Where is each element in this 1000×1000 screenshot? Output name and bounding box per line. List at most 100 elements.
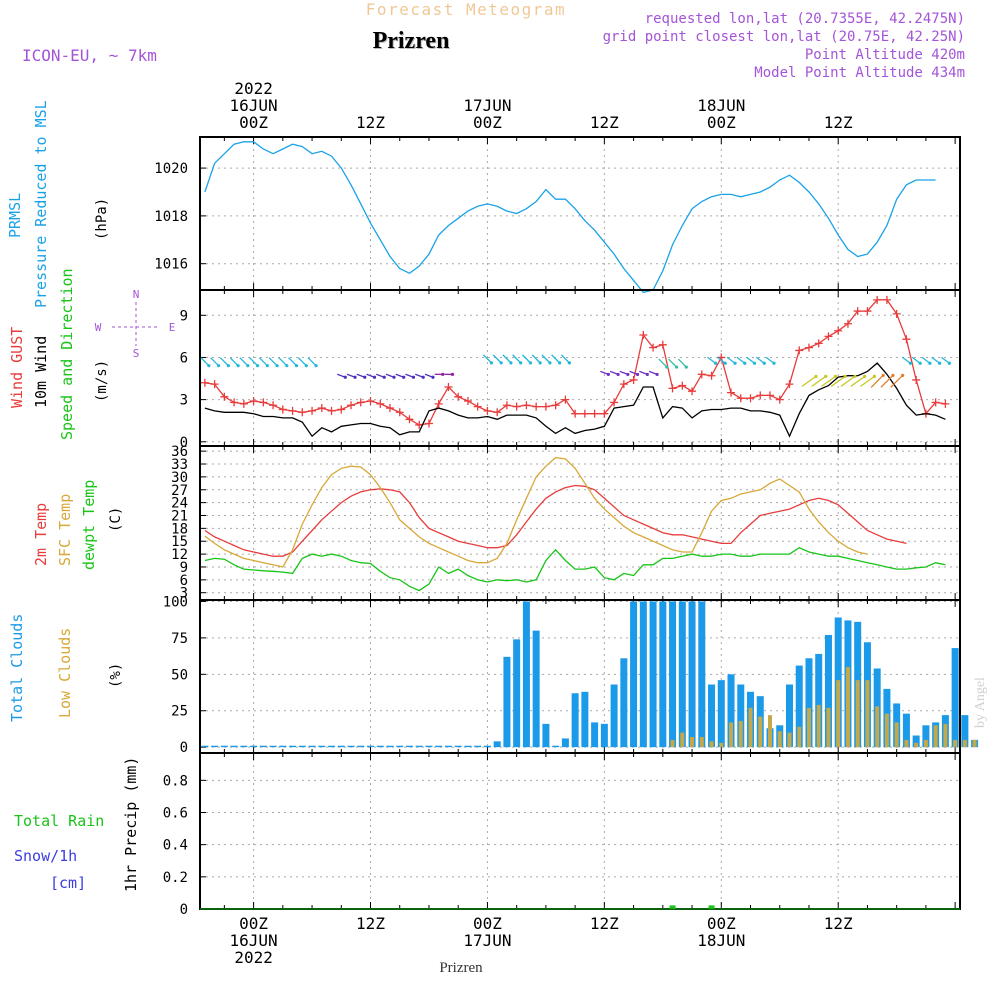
wind-arrow-shaft: [278, 357, 288, 367]
wind-arrow-head: [762, 361, 766, 365]
gust-marker: [756, 391, 765, 400]
ytick-label: 6: [180, 350, 188, 366]
gust-marker: [337, 405, 346, 414]
top-time-label: 2022: [234, 79, 273, 98]
low-clouds-bar: [972, 739, 977, 748]
wind-arrow-shaft: [755, 356, 765, 364]
wind-arrow-head: [674, 365, 679, 369]
wind-arrow-shaft: [200, 357, 210, 367]
wind-arrow-head: [489, 361, 494, 365]
gust-marker: [892, 309, 901, 318]
gust-marker: [619, 380, 628, 389]
model-altitude: Model Point Altitude 434m: [754, 65, 965, 81]
total-clouds-bar: [542, 723, 550, 748]
wind-arrow-head: [723, 361, 727, 365]
wind-arrow-head: [314, 364, 318, 368]
ytick-label: 6: [180, 573, 188, 589]
low-clouds-bar: [777, 731, 782, 748]
ylabel-line: Snow/1h: [14, 847, 77, 865]
total-clouds-bar: [415, 745, 423, 748]
total-clouds-bar: [669, 601, 677, 748]
panels: 1016 1018 1020 PRMSL Pressure Reduced to MSL…: [6, 100, 979, 918]
wind-arrow-head: [353, 375, 357, 379]
total-clouds-bar: [279, 745, 287, 748]
total-clouds-bar: [591, 722, 599, 748]
ytick-label: 75: [171, 631, 188, 647]
wind-arrow-head: [881, 373, 885, 377]
gust-marker: [902, 335, 911, 344]
gust-marker: [912, 375, 921, 384]
wind-arrow-shaft: [902, 356, 911, 364]
total-clouds-bar: [678, 601, 686, 748]
ylabel-line: [cm]: [50, 874, 86, 892]
low-clouds-bar: [894, 722, 899, 748]
total-clouds-bar: [405, 745, 413, 748]
total-clouds-bar: [815, 653, 823, 748]
top-time-label: 00Z: [707, 113, 736, 132]
wind-arrow-head: [772, 361, 776, 365]
top-time-label: 12Z: [590, 113, 619, 132]
low-clouds-bar: [914, 742, 919, 748]
top-time-label: 00Z: [239, 113, 268, 132]
ylabel-line: Total Rain: [14, 812, 104, 830]
gust-marker: [210, 380, 219, 389]
total-clouds-bar: [201, 745, 209, 748]
rain-bar: [708, 905, 715, 909]
total-clouds-bar: [581, 691, 589, 748]
total-clouds-bar: [240, 745, 248, 748]
compass-rose: N S W E: [95, 288, 176, 360]
low-clouds-bar: [680, 732, 685, 748]
unit-label: (%): [108, 663, 124, 688]
compass-w: W: [95, 321, 102, 334]
low-clouds-bar: [884, 713, 889, 748]
gust-marker: [736, 394, 745, 403]
gust-marker: [347, 401, 356, 410]
total-clouds-bar: [785, 684, 793, 748]
total-clouds-bar: [639, 601, 647, 748]
wind-arrow-shaft: [521, 354, 531, 364]
ylabel-line: Low Clouds: [56, 628, 74, 718]
total-clouds-bar: [386, 745, 394, 748]
wind-arrow-head: [713, 361, 718, 365]
wind-arrow-shaft: [677, 358, 687, 368]
wind-arrow-head: [891, 373, 895, 377]
gust-marker: [668, 384, 677, 393]
wind-arrow-head: [217, 364, 221, 368]
ytick-label: 30: [171, 470, 188, 486]
total-clouds-bar: [532, 630, 540, 748]
gust-marker: [863, 307, 872, 316]
wind-arrow-head: [635, 372, 640, 377]
gust-marker: [766, 391, 774, 400]
total-clouds-bar: [289, 745, 297, 748]
wind-arrow-shaft: [258, 357, 268, 367]
gust-marker: [688, 387, 697, 396]
low-clouds-bar: [748, 707, 753, 748]
gust-marker: [746, 394, 755, 403]
total-clouds-bar: [444, 745, 452, 748]
wind-arrow-head: [872, 374, 877, 378]
grid-point-coords: grid point closest lon,lat (20.75E, 42.2…: [603, 29, 965, 45]
total-clouds-bar: [951, 648, 959, 748]
ytick-label: 3: [180, 393, 188, 409]
gust-marker: [678, 381, 687, 390]
top-time-label: 12Z: [356, 113, 385, 132]
wind-arrow-shaft: [268, 357, 278, 367]
gust-marker: [532, 402, 541, 411]
t2m-line: [204, 484, 907, 557]
wind-arrow-shaft: [560, 354, 570, 364]
wind-arrow-head: [863, 374, 867, 378]
top-time-label: 17JUN: [463, 96, 511, 115]
low-clouds-bar: [787, 732, 792, 748]
wind-arrow-head: [294, 364, 299, 368]
gust-marker: [707, 371, 716, 380]
wind-arrow-shaft: [288, 357, 298, 367]
total-clouds-bar: [824, 634, 832, 748]
ytick-label: 0: [180, 902, 188, 918]
wind-arrow-head: [226, 364, 230, 368]
wind-arrow-shaft: [512, 354, 522, 364]
top-time-label: 18JUN: [697, 96, 745, 115]
ylabel-line: SFC Temp: [56, 494, 74, 566]
wind-arrow-head: [938, 361, 942, 365]
total-clouds-bar: [503, 656, 511, 748]
gust-marker: [473, 402, 482, 411]
